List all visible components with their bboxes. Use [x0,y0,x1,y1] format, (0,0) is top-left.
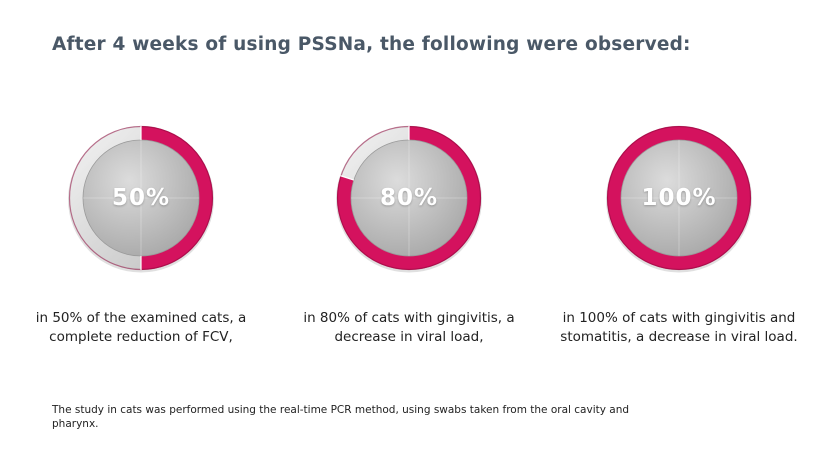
gauge-2-label: 80% [379,185,439,211]
gauge-divider [340,175,355,181]
gauge-2-svg [336,125,482,273]
gauge-1-label: 50% [111,185,171,211]
gauge-3-label: 100% [641,185,717,211]
gauge-1-svg [68,125,214,273]
caption-3: in 100% of cats with gingivitis and stom… [560,310,798,345]
caption-1: in 50% of the examined cats, a complete … [35,310,247,345]
page-title: After 4 weeks of using PSSNa, the follow… [52,34,691,55]
gauge-edge [606,125,752,271]
footnote: The study in cats was performed using th… [52,404,630,430]
gauge-2: 80% [331,120,487,276]
caption-2: in 80% of cats with gingivitis, a decrea… [303,310,515,345]
gauge-1: 50% [63,120,219,276]
gauge-3-svg [606,125,752,273]
gauge-3: 100% [601,120,757,276]
gauge-disc [620,139,738,257]
